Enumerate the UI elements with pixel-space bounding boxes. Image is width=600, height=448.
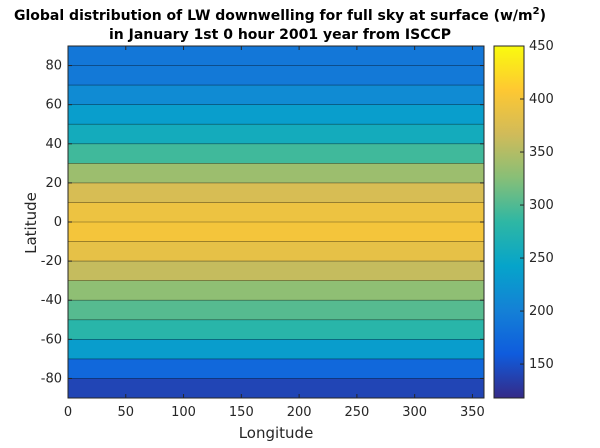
- x-tick-label: 0: [64, 405, 72, 420]
- y-tick-label: 40: [45, 137, 62, 152]
- heatmap-band: [68, 182, 484, 203]
- y-tick-label: 0: [54, 215, 62, 230]
- y-tick-label: 80: [45, 59, 62, 74]
- y-axis-label: Latitude: [22, 192, 40, 254]
- heatmap-band: [68, 280, 484, 301]
- chart-title-line1: Global distribution of LW downwelling fo…: [14, 6, 546, 24]
- colorbar-tick-label: 200: [529, 304, 554, 319]
- x-tick-label: 350: [460, 405, 485, 420]
- heatmap-band: [68, 124, 484, 145]
- y-tick-label: 20: [45, 176, 62, 191]
- heatmap-band: [68, 358, 484, 379]
- y-tick-label: -40: [41, 293, 62, 308]
- heatmap-band: [68, 339, 484, 360]
- colorbar-tick-label: 400: [529, 92, 554, 107]
- heatmap-band: [68, 378, 484, 399]
- x-tick-label: 50: [118, 405, 135, 420]
- x-tick-label: 150: [229, 405, 254, 420]
- chart-title-line2: in January 1st 0 hour 2001 year from ISC…: [109, 27, 451, 43]
- x-axis-label: Longitude: [239, 424, 314, 442]
- y-tick-label: -20: [41, 254, 62, 269]
- colorbar-tick-label: 250: [529, 251, 554, 266]
- x-tick-label: 250: [344, 405, 369, 420]
- heatmap-band: [68, 65, 484, 86]
- plot-area: [67, 45, 485, 399]
- heatmap-band: [68, 261, 484, 282]
- heatmap-band: [68, 241, 484, 262]
- heatmap-band: [68, 46, 484, 67]
- y-tick-label: 60: [45, 98, 62, 113]
- colorbar-gradient: [493, 45, 525, 399]
- x-tick-label: 300: [402, 405, 427, 420]
- heatmap-band: [68, 319, 484, 340]
- colorbar-tick-label: 350: [529, 145, 554, 160]
- y-tick-label: -60: [41, 332, 62, 347]
- colorbar: 150 200 250 300 350 400 450: [493, 39, 554, 399]
- colorbar-tick-label: 450: [529, 39, 554, 54]
- heatmap-band: [68, 143, 484, 164]
- heatmap-band: [68, 202, 484, 223]
- heatmap-band: [68, 163, 484, 184]
- colorbar-tick-label: 150: [529, 357, 554, 372]
- heatmap-band: [68, 104, 484, 125]
- heatmap-band: [68, 85, 484, 106]
- colorbar-tick-label: 300: [529, 198, 554, 213]
- y-tick-label: -80: [41, 371, 62, 386]
- x-tick-label: 100: [171, 405, 196, 420]
- x-axis: 0 50 100 150 200 250 300 350: [64, 46, 485, 420]
- x-tick-label: 200: [287, 405, 312, 420]
- heatmap-band: [68, 222, 484, 243]
- heatmap-band: [68, 300, 484, 321]
- y-axis: -80 -60 -40 -20 0 20 40 60 80: [41, 59, 484, 386]
